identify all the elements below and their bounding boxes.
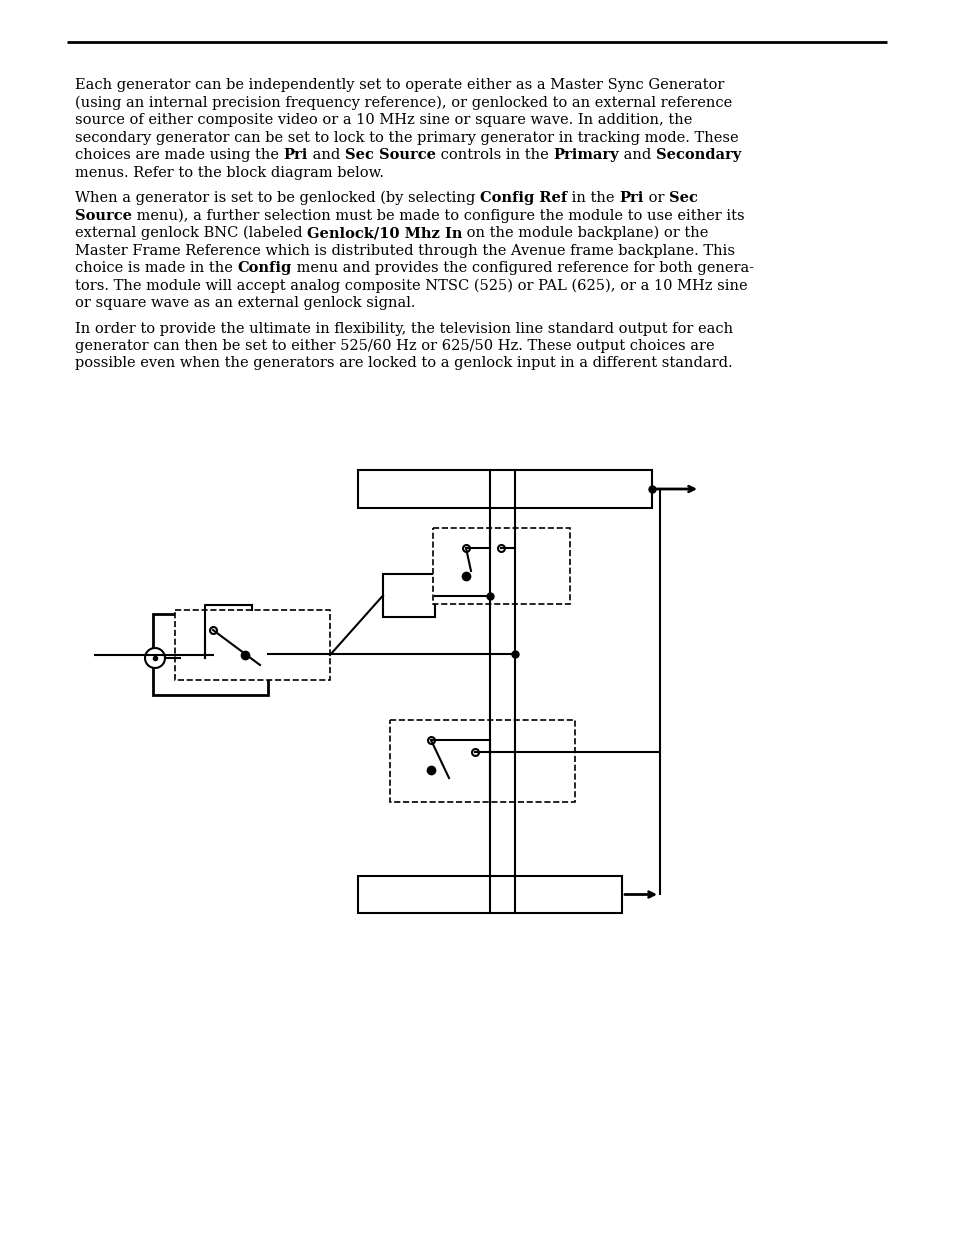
Text: Primary: Primary — [553, 148, 618, 162]
Polygon shape — [180, 645, 205, 671]
Text: Secondary: Secondary — [655, 148, 740, 162]
Bar — [152, 614, 268, 695]
Text: When a generator is set to be genlocked (by selecting: When a generator is set to be genlocked … — [75, 191, 479, 205]
Text: in the: in the — [566, 191, 618, 205]
Text: In order to provide the ultimate in flexibility, the television line standard ou: In order to provide the ultimate in flex… — [75, 321, 732, 336]
Text: possible even when the generators are locked to a genlock input in a different s: possible even when the generators are lo… — [75, 357, 732, 370]
Text: Source: Source — [75, 209, 132, 222]
Text: (using an internal precision frequency reference), or genlocked to an external r: (using an internal precision frequency r… — [75, 95, 732, 110]
Text: menus. Refer to the block diagram below.: menus. Refer to the block diagram below. — [75, 165, 384, 179]
Text: external genlock BNC (labeled: external genlock BNC (labeled — [75, 226, 307, 241]
Text: Master Frame Reference which is distributed through the Avenue frame backplane. : Master Frame Reference which is distribu… — [75, 243, 734, 258]
Bar — [174, 610, 330, 680]
Text: and: and — [308, 148, 345, 162]
Bar — [390, 720, 575, 802]
Text: generator can then be set to either 525/60 Hz or 625/50 Hz. These output choices: generator can then be set to either 525/… — [75, 338, 714, 353]
Text: Config: Config — [237, 261, 292, 275]
Text: secondary generator can be set to lock to the primary generator in tracking mode: secondary generator can be set to lock t… — [75, 131, 738, 144]
Circle shape — [145, 648, 165, 668]
Text: Pri: Pri — [283, 148, 308, 162]
Text: menu and provides the configured reference for both genera-: menu and provides the configured referen… — [292, 261, 753, 275]
Text: source of either composite video or a 10 MHz sine or square wave. In addition, t: source of either composite video or a 10… — [75, 112, 692, 127]
Text: menu), a further selection must be made to configure the module to use either it: menu), a further selection must be made … — [132, 209, 744, 222]
Text: and: and — [618, 148, 655, 162]
Text: Each generator can be independently set to operate either as a Master Sync Gener: Each generator can be independently set … — [75, 78, 723, 91]
Bar — [382, 574, 435, 618]
Text: Pri: Pri — [618, 191, 643, 205]
Text: choice is made in the: choice is made in the — [75, 261, 237, 275]
Bar — [357, 876, 621, 913]
Text: on the module backplane) or the: on the module backplane) or the — [462, 226, 708, 241]
Bar — [433, 529, 569, 604]
Text: tors. The module will accept analog composite NTSC (525) or PAL (625), or a 10 M: tors. The module will accept analog comp… — [75, 279, 747, 293]
Text: Sec Source: Sec Source — [345, 148, 436, 162]
Text: Sec: Sec — [668, 191, 697, 205]
Text: Genlock/10 Mhz In: Genlock/10 Mhz In — [307, 226, 462, 240]
Bar — [357, 471, 651, 508]
Text: or: or — [643, 191, 668, 205]
Text: choices are made using the: choices are made using the — [75, 148, 283, 162]
Text: controls in the: controls in the — [436, 148, 553, 162]
Text: or square wave as an external genlock signal.: or square wave as an external genlock si… — [75, 296, 416, 310]
Text: Config Ref: Config Ref — [479, 191, 566, 205]
